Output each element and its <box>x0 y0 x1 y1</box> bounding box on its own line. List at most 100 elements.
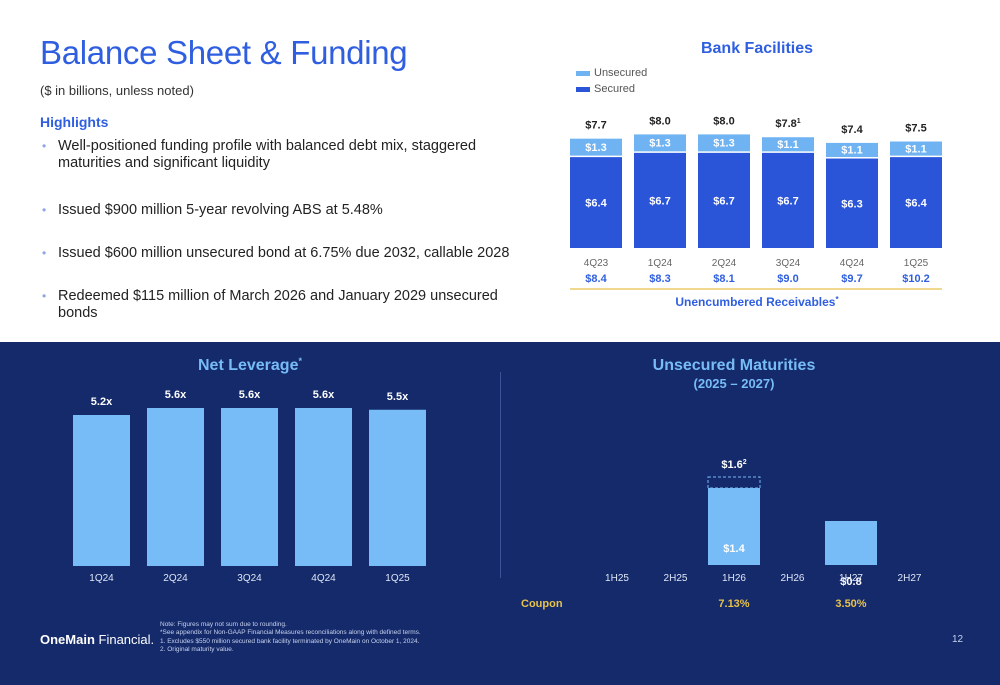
bar-unsecured <box>698 134 750 152</box>
page-number: 12 <box>952 634 964 645</box>
bar-unsecured <box>762 137 814 152</box>
data-label-unsecured: $1.3 <box>585 142 606 154</box>
bar-unsecured <box>890 141 942 156</box>
total-label: $7.7 <box>585 120 606 132</box>
x-tick-label: 1H25 <box>605 573 629 584</box>
footnote: 1. Excludes $550 million secured bank fa… <box>160 637 420 645</box>
unencumbered-value: $9.7 <box>841 273 862 285</box>
footnote: *See appendix for Non-GAAP Financial Mea… <box>160 629 421 637</box>
x-tick-label: 1Q24 <box>648 258 673 269</box>
legend-swatch-secured <box>576 86 590 92</box>
logo-bold-text: OneMain <box>40 632 95 647</box>
onemain-logo: OneMain Financial. <box>40 632 154 647</box>
bank-facilities-legend: Unsecured Secured <box>576 65 647 97</box>
data-label: 5.2x <box>91 396 113 408</box>
x-tick-label: 2H27 <box>898 573 922 584</box>
highlight-item: Well-positioned funding profile with bal… <box>42 138 532 172</box>
data-label: 5.6x <box>313 389 335 401</box>
net-leverage-title: Net Leverage* <box>198 356 303 374</box>
bar <box>147 408 204 566</box>
footnotes: Note: Figures may not sum due to roundin… <box>160 621 421 655</box>
bar <box>73 415 130 566</box>
data-label: 5.6x <box>239 389 261 401</box>
x-tick-label: 2Q24 <box>163 573 188 584</box>
total-label: $8.0 <box>649 115 670 127</box>
net-leverage-chart: Net Leverage* 5.2x 1Q24 5.6x 2Q24 5.6x 3Q24 5.6… <box>73 356 426 584</box>
data-label-unsecured: $1.3 <box>713 138 734 150</box>
bar <box>295 408 352 566</box>
bank-facilities-title: Bank Facilities <box>700 40 814 57</box>
unencumbered-value: $8.1 <box>713 273 734 285</box>
x-tick-label: 1H26 <box>722 573 746 584</box>
bar-secured <box>762 152 814 248</box>
data-label: 5.6x <box>165 389 187 401</box>
x-tick-label: 4Q24 <box>311 573 336 584</box>
highlight-item: Issued $600 million unsecured bond at 6.… <box>42 245 532 262</box>
x-tick-label: 1Q24 <box>89 573 114 584</box>
bar <box>369 409 426 566</box>
bar-secured <box>634 152 686 248</box>
unencumbered-value: $8.3 <box>649 273 670 285</box>
bar-secured <box>826 158 878 248</box>
highlights-list: Well-positioned funding profile with bal… <box>42 138 532 348</box>
data-label-secured: $6.7 <box>713 195 734 207</box>
title-mark: * <box>298 356 302 366</box>
legend-label: Unsecured <box>594 67 648 79</box>
unsecured-maturities-chart: Unsecured Maturities (2025 – 2027) 1H25 2H2… <box>521 357 922 610</box>
bar-secured <box>570 157 622 248</box>
x-tick-label: 3Q24 <box>776 258 801 269</box>
unencumbered-value: $9.0 <box>777 273 798 285</box>
total-label: $7.5 <box>905 123 926 135</box>
footnote: 2. Original maturity value. <box>160 646 234 654</box>
bar-unsecured <box>634 134 686 152</box>
data-label: $0.8 <box>840 576 861 588</box>
data-label-secured: $6.3 <box>841 198 862 210</box>
legend-item-unsecured: Unsecured <box>576 65 647 81</box>
legend-swatch-unsecured <box>576 70 590 76</box>
coupon-value: 3.50% <box>835 598 866 610</box>
total-label: $7.81 <box>775 118 800 130</box>
x-tick-label: 1H27 <box>839 573 863 584</box>
unencumbered-receivables-label: Unencumbered Receivables* <box>675 295 839 309</box>
unencumbered-value: $8.4 <box>585 273 607 285</box>
highlight-item: Issued $900 million 5-year revolving ABS… <box>42 202 532 219</box>
x-tick-label: 1Q25 <box>385 573 410 584</box>
total-label: $7.4 <box>841 124 863 136</box>
bar-unsecured <box>570 138 622 156</box>
unsecured-maturities-subtitle: (2025 – 2027) <box>694 376 775 391</box>
legend-item-secured: Secured <box>576 81 647 97</box>
x-tick-label: 4Q23 <box>584 258 609 269</box>
x-tick-label: 2H25 <box>664 573 688 584</box>
panel-divider <box>500 372 501 578</box>
total-label: $8.0 <box>713 115 734 127</box>
x-tick-label: 1Q25 <box>904 258 929 269</box>
highlights-heading: Highlights <box>40 114 109 130</box>
data-label-unsecured: $1.1 <box>905 143 926 155</box>
data-label: 5.5x <box>387 391 409 403</box>
logo-regular-text: Financial. <box>94 632 155 647</box>
bar <box>221 408 278 566</box>
highlight-item: Redeemed $115 million of March 2026 and … <box>42 288 532 322</box>
x-tick-label: 3Q24 <box>237 573 262 584</box>
bar-secured <box>890 157 942 248</box>
label-mark: * <box>835 295 839 304</box>
unencumbered-value: $10.2 <box>902 273 930 285</box>
data-label-secured: $6.7 <box>777 195 798 207</box>
data-label-secured: $6.7 <box>649 195 670 207</box>
label-mark: 2 <box>743 459 747 466</box>
bank-facilities-chart: $6.4 $1.3 $7.7 4Q23 $8.4 $6.7 $1.3 $8.0 1Q24 $8.3… <box>570 115 942 309</box>
total-superscript: 1 <box>797 118 801 125</box>
coupon-label: Coupon <box>521 598 563 610</box>
data-label-unsecured: $1.3 <box>649 138 670 150</box>
data-label-unsecured: $1.1 <box>841 145 862 157</box>
bar <box>708 488 760 565</box>
x-tick-label: 4Q24 <box>840 258 865 269</box>
data-label: $1.4 <box>723 543 745 555</box>
units-note: ($ in billions, unless noted) <box>40 83 194 98</box>
footnote: Note: Figures may not sum due to roundin… <box>160 621 287 628</box>
original-maturity-label: $1.62 <box>721 459 746 471</box>
data-label-secured: $6.4 <box>905 198 927 210</box>
bar-unsecured <box>826 142 878 158</box>
legend-label: Secured <box>594 83 635 95</box>
original-maturity-outline <box>707 476 761 489</box>
